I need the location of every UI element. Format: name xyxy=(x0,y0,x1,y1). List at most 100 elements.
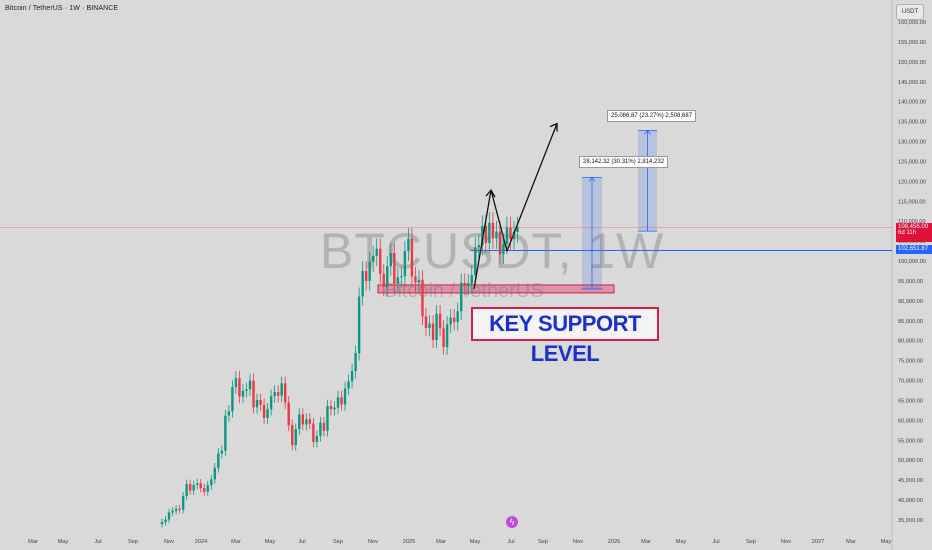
candle-body xyxy=(502,243,505,254)
y-tick-label: 55,000.00 xyxy=(898,438,923,444)
symbol-watermark: BTCUSDT, 1W xyxy=(320,223,665,279)
x-tick-label: May xyxy=(881,539,892,545)
measure-arrowhead xyxy=(588,176,596,182)
x-tick-label: May xyxy=(470,539,481,545)
candle-body xyxy=(505,227,509,244)
candle-body xyxy=(403,251,407,277)
candle-body xyxy=(262,404,266,419)
candle-body xyxy=(171,510,174,513)
x-tick-label: Jul xyxy=(94,539,101,545)
y-tick-label: 135,000.00 xyxy=(898,120,926,126)
y-tick-label: 85,000.00 xyxy=(898,319,923,325)
candle-body xyxy=(284,383,287,403)
x-tick-label: Sep xyxy=(333,539,343,545)
candle-body xyxy=(287,402,290,426)
measure-label-2: 25,086.87 (23.27%) 2,508,687 xyxy=(607,110,697,122)
candle-body xyxy=(414,276,417,283)
x-tick-label: Mar xyxy=(641,539,651,545)
y-tick-label: 140,000.00 xyxy=(898,100,926,106)
x-tick-label: May xyxy=(58,539,69,545)
candle-body xyxy=(407,238,410,252)
candle-body xyxy=(368,261,371,281)
candle-body xyxy=(308,419,312,424)
candle-body xyxy=(185,484,188,497)
candle-body xyxy=(438,313,442,329)
candle-body xyxy=(361,271,364,297)
x-tick-label: Nov xyxy=(573,539,583,545)
candle-body xyxy=(400,276,403,278)
candle-body xyxy=(442,328,445,348)
measure-label-1: 28,142.32 (30.31%) 2,814,232 xyxy=(579,156,669,168)
y-tick-label: 65,000.00 xyxy=(898,398,923,404)
candle-body xyxy=(333,407,336,410)
candle-body xyxy=(484,225,488,244)
candle-body xyxy=(305,419,308,425)
candle-body xyxy=(280,383,283,396)
candle-body xyxy=(393,253,396,284)
key-support-label[interactable]: KEY SUPPORT LEVEL xyxy=(471,307,659,366)
candle-body xyxy=(167,512,171,520)
x-tick-label: Sep xyxy=(128,539,138,545)
candle-body xyxy=(220,450,224,454)
candle-body xyxy=(269,396,273,410)
y-tick-label: 45,000.00 xyxy=(898,478,923,484)
x-tick-label: Nov xyxy=(368,539,378,545)
candle-body xyxy=(452,317,456,322)
symbol-title[interactable]: Bitcoin / TetherUS · 1W · BINANCE xyxy=(5,5,119,12)
candle-body xyxy=(435,313,438,340)
candle-body xyxy=(326,406,329,431)
candle-body xyxy=(210,479,213,486)
current-price-value: 108,456.00 xyxy=(898,224,929,230)
candle-body xyxy=(234,378,238,387)
candle-body xyxy=(329,406,333,410)
candle-body xyxy=(231,386,234,412)
y-tick-label: 100,000.00 xyxy=(898,259,926,265)
x-tick-label: Mar xyxy=(28,539,38,545)
candle-body xyxy=(188,484,192,491)
candle-body xyxy=(491,222,495,239)
candle-body xyxy=(488,222,491,244)
candle-body xyxy=(347,381,350,389)
candle-body xyxy=(273,392,276,397)
y-tick-label: 90,000.00 xyxy=(898,299,923,305)
y-tick-label: 150,000.00 xyxy=(898,60,926,66)
candle-body xyxy=(252,380,255,408)
y-tick-label: 120,000.00 xyxy=(898,179,926,185)
y-tick-label: 155,000.00 xyxy=(898,40,926,46)
currency-button[interactable]: USDT xyxy=(896,4,924,20)
y-tick-label: 130,000.00 xyxy=(898,140,926,146)
candle-body xyxy=(410,238,414,277)
candle-body xyxy=(336,397,340,408)
candle-body xyxy=(382,273,385,287)
candle-body xyxy=(178,508,181,510)
candle-body xyxy=(449,317,452,325)
candle-body xyxy=(298,414,301,430)
candle-body xyxy=(350,370,354,382)
candle-body xyxy=(203,488,206,492)
x-tick-label: 2026 xyxy=(608,539,620,545)
candle-body xyxy=(509,227,512,240)
candle-body xyxy=(470,274,473,284)
candle-body xyxy=(301,414,304,425)
x-tick-label: Mar xyxy=(846,539,856,545)
candle-body xyxy=(160,521,164,525)
candle-body xyxy=(322,422,326,431)
bar-countdown: 6d 11h xyxy=(898,230,916,236)
candle-body xyxy=(498,231,502,254)
candle-body xyxy=(206,485,209,492)
candle-body xyxy=(474,247,477,275)
level-price-tag: 102,651.87 xyxy=(896,245,932,254)
x-tick-label: 2024 xyxy=(195,539,207,545)
y-tick-label: 115,000.00 xyxy=(898,199,926,205)
x-tick-label: Jul xyxy=(298,539,305,545)
lightning-icon[interactable]: ϟ xyxy=(506,516,518,528)
x-tick-label: Jul xyxy=(507,539,514,545)
candle-body xyxy=(294,429,297,446)
x-tick-label: Sep xyxy=(538,539,548,545)
y-tick-label: 70,000.00 xyxy=(898,379,923,385)
candle-body xyxy=(248,380,252,390)
candle-body xyxy=(357,296,361,354)
y-tick-label: 35,000.00 xyxy=(898,518,923,524)
candle-body xyxy=(245,389,248,391)
